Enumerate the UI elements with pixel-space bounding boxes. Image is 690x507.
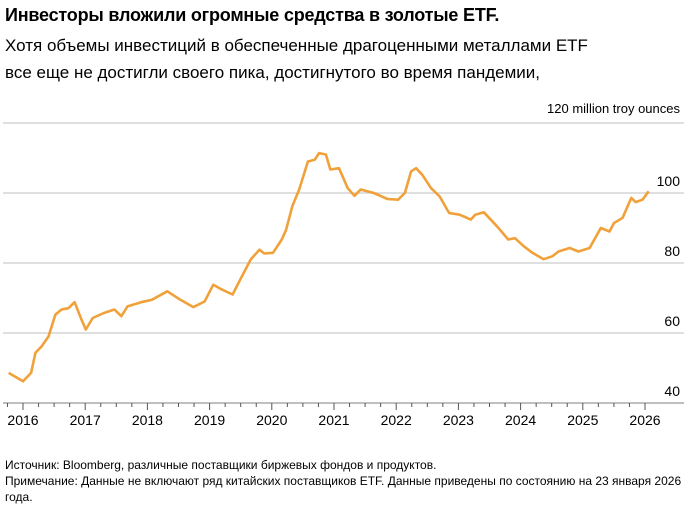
footnote: Примечание: Данные не включают ряд китай… <box>5 474 682 504</box>
etf-holdings-line <box>8 151 650 383</box>
x-tick-label-2017: 2017 <box>69 412 101 428</box>
subtitle-line-1: Хотя объемы инвестиций в обеспеченные др… <box>5 36 588 55</box>
x-tick-label-2018: 2018 <box>131 412 163 428</box>
y-tick-60: 60 <box>664 313 680 329</box>
source-note: Источник: Bloomberg, различные поставщик… <box>5 458 437 472</box>
y-tick-100: 100 <box>656 173 680 189</box>
x-tick-label-2022: 2022 <box>380 412 412 428</box>
chart-title: Инвесторы вложили огромные средства в зо… <box>5 5 500 25</box>
x-tick-label-2026: 2026 <box>629 412 661 428</box>
x-tick-label-2019: 2019 <box>194 412 226 428</box>
y-tick-40: 40 <box>664 383 680 399</box>
y-tick-80: 80 <box>664 243 680 259</box>
x-tick-label-2020: 2020 <box>256 412 288 428</box>
x-tick-label-2024: 2024 <box>505 412 537 428</box>
subtitle-line-2: все еще не достигли своего пика, достигн… <box>5 63 541 82</box>
y-axis-unit-label: 120 million troy ounces <box>547 101 680 116</box>
x-tick-label-2021: 2021 <box>318 412 350 428</box>
x-tick-label-2025: 2025 <box>567 412 599 428</box>
x-tick-label-2023: 2023 <box>442 412 474 428</box>
x-tick-label-2016: 2016 <box>7 412 39 428</box>
